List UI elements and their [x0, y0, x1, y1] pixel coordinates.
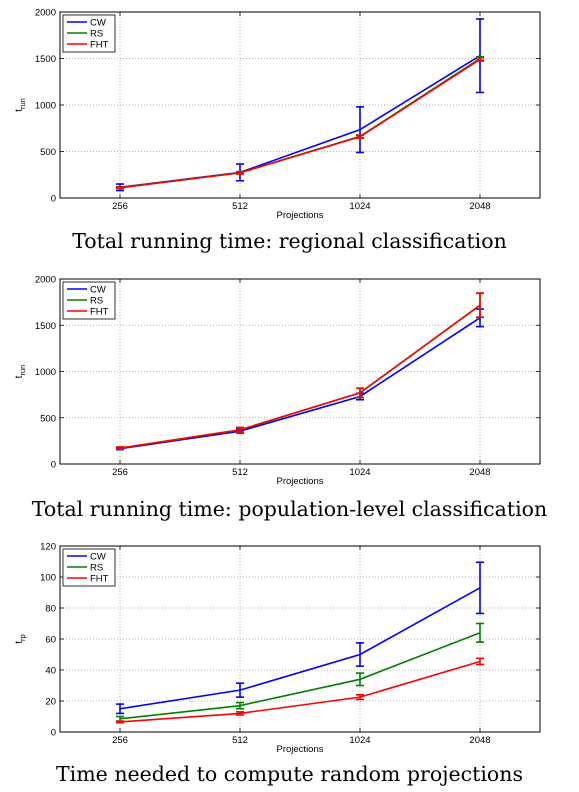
- legend-label-cw: CW: [90, 552, 106, 563]
- y-tick-label: 0: [51, 728, 56, 739]
- x-tick-label: 2048: [469, 467, 490, 478]
- chart-projections: 0 20 40 60 80 100 120 256 512 1024 2048 Projections…: [14, 542, 541, 755]
- y-tick-label: 1500: [35, 54, 56, 65]
- legend-label-cw: CW: [90, 285, 106, 296]
- legend-label-fht: FHT: [90, 40, 109, 51]
- y-tick-label: 60: [45, 635, 56, 646]
- x-tick-label: 1024: [349, 201, 370, 212]
- y-tick-label: 80: [45, 604, 56, 615]
- x-axis-label: Projections: [277, 476, 324, 487]
- series-line-rs: [119, 632, 481, 720]
- x-tick-label: 256: [112, 735, 128, 746]
- x-tick-label: 256: [112, 201, 128, 212]
- chart-panel-population: 0 500 1000 1500 2000 256 512 1024 2048 Projection…: [0, 270, 579, 487]
- caption-projections: Time needed to compute random projection…: [56, 762, 523, 786]
- x-tick-label: 512: [232, 735, 248, 746]
- x-tick-label: 1024: [349, 735, 370, 746]
- legend-label-rs: RS: [90, 296, 103, 307]
- y-axis-label: trun: [14, 98, 27, 112]
- y-tick-label: 500: [40, 147, 56, 158]
- legend-label-fht: FHT: [90, 574, 109, 585]
- y-tick-label: 2000: [35, 8, 56, 19]
- y-tick-label: 1500: [35, 321, 56, 332]
- y-tick-label: 20: [45, 697, 56, 708]
- x-tick-label: 2048: [469, 735, 490, 746]
- y-tick-label: 120: [40, 542, 56, 553]
- series-line-fht: [119, 660, 481, 723]
- series-line-fht: [119, 58, 481, 189]
- legend-label-rs: RS: [90, 29, 103, 40]
- legend-label-rs: RS: [90, 563, 103, 574]
- y-tick-label: 2000: [35, 275, 56, 286]
- y-tick-label: 0: [51, 194, 56, 205]
- chart-population: 0 500 1000 1500 2000 256 512 1024 2048 Projection…: [14, 275, 541, 487]
- y-axis-label: trun: [14, 365, 27, 379]
- x-tick-label: 512: [232, 201, 248, 212]
- chart-panel-projections: 0 20 40 60 80 100 120 256 512 1024 2048 Projections…: [0, 536, 579, 755]
- series-line-cw: [119, 587, 481, 710]
- y-tick-label: 0: [51, 460, 56, 471]
- y-tick-label: 100: [40, 573, 56, 584]
- x-tick-label: 256: [112, 467, 128, 478]
- x-tick-label: 1024: [349, 467, 370, 478]
- legend-label-cw: CW: [90, 18, 106, 29]
- x-axis-label: Projections: [277, 210, 324, 221]
- legend-label-fht: FHT: [90, 307, 109, 318]
- y-tick-label: 1000: [35, 367, 56, 378]
- y-tick-label: 500: [40, 413, 56, 424]
- chart-panel-regional: 0 500 1000 1500 2000 256 512 1024 2048 Projection…: [0, 0, 579, 221]
- y-tick-label: 1000: [35, 101, 56, 112]
- x-axis-label: Projections: [277, 744, 324, 755]
- y-axis-label: trp: [14, 634, 27, 643]
- chart-regional: 0 500 1000 1500 2000 256 512 1024 2048 Projection…: [14, 8, 541, 221]
- caption-population: Total running time: population-level cla…: [31, 497, 548, 521]
- x-tick-label: 512: [232, 467, 248, 478]
- series-line-fht: [119, 304, 481, 449]
- series-line-cw: [119, 317, 481, 450]
- x-tick-label: 2048: [469, 201, 490, 212]
- y-tick-label: 40: [45, 666, 56, 677]
- caption-regional: Total running time: regional classificat…: [72, 229, 507, 253]
